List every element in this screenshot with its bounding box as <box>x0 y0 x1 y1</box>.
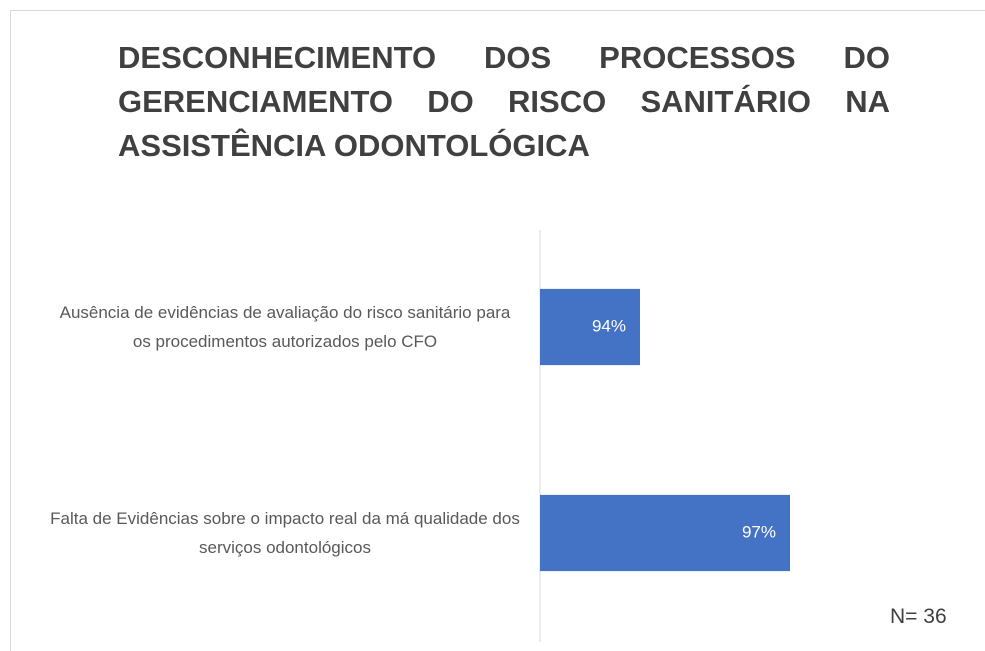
chart-frame <box>10 10 985 651</box>
data-label: 97% <box>742 522 776 541</box>
bar <box>540 288 640 366</box>
chart-title: DESCONHECIMENTO DOS PROCESSOS DO GERENCI… <box>118 40 890 163</box>
bar <box>540 494 790 572</box>
y-tick-label: Falta de Evidências sobre o impacto real… <box>50 509 520 557</box>
data-label: 94% <box>592 316 626 335</box>
y-tick-label: Ausência de evidências de avaliação do r… <box>59 303 511 351</box>
annotation: N= 36 <box>890 605 947 628</box>
